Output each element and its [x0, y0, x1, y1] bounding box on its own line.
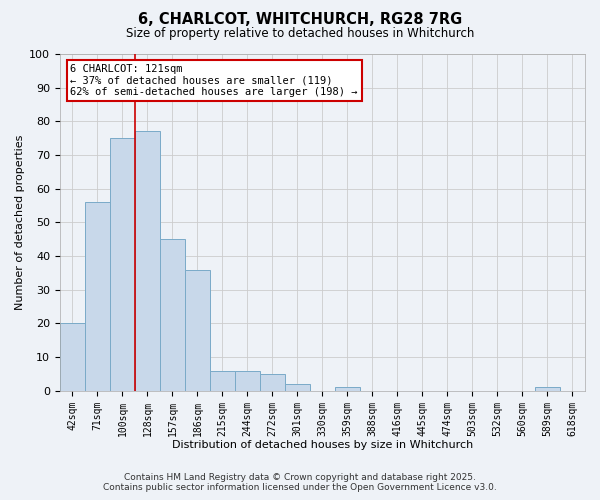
Y-axis label: Number of detached properties: Number of detached properties [15, 134, 25, 310]
Bar [85, 202, 110, 391]
Bar [60, 324, 85, 391]
Text: Size of property relative to detached houses in Whitchurch: Size of property relative to detached ho… [126, 28, 474, 40]
Bar [210, 370, 235, 391]
Bar [110, 138, 135, 391]
X-axis label: Distribution of detached houses by size in Whitchurch: Distribution of detached houses by size … [172, 440, 473, 450]
Bar [185, 270, 210, 391]
Bar [135, 132, 160, 391]
Text: 6 CHARLCOT: 121sqm
← 37% of detached houses are smaller (119)
62% of semi-detach: 6 CHARLCOT: 121sqm ← 37% of detached hou… [70, 64, 358, 98]
Text: 6, CHARLCOT, WHITCHURCH, RG28 7RG: 6, CHARLCOT, WHITCHURCH, RG28 7RG [138, 12, 462, 28]
Bar [260, 374, 285, 391]
Bar [285, 384, 310, 391]
Bar [235, 370, 260, 391]
Text: Contains HM Land Registry data © Crown copyright and database right 2025.
Contai: Contains HM Land Registry data © Crown c… [103, 473, 497, 492]
Bar [535, 388, 560, 391]
Bar [335, 388, 360, 391]
Bar [160, 240, 185, 391]
